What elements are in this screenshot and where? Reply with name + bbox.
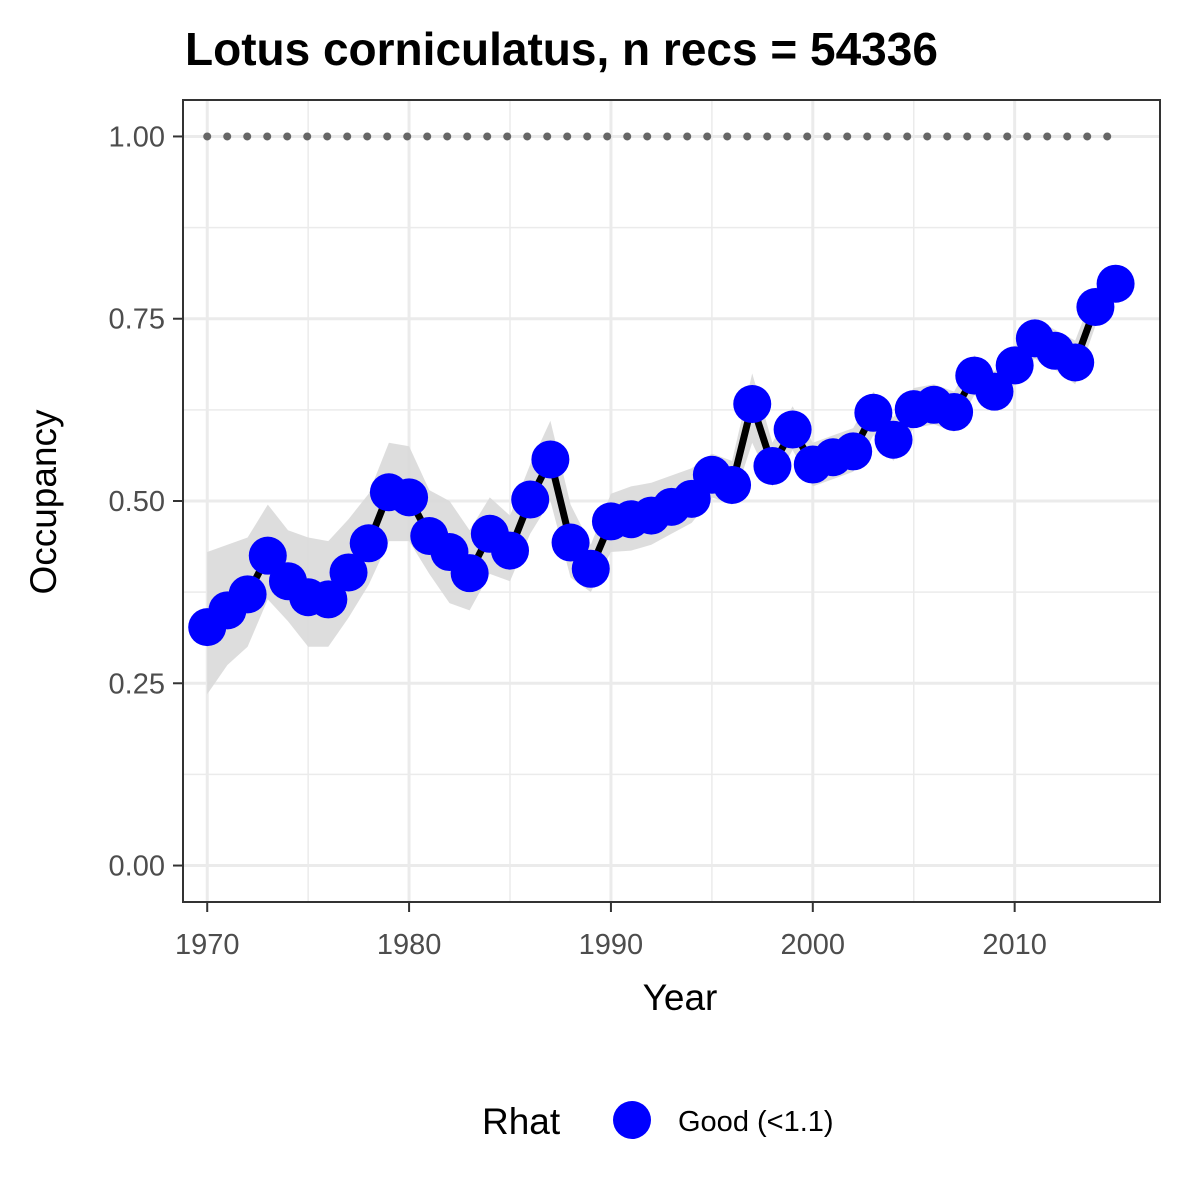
x-tick-label: 2010	[982, 929, 1047, 961]
data-point-1977	[329, 553, 368, 592]
x-axis-ticks: 1970 1980 1990 2000 2010	[175, 902, 1047, 961]
data-point-1997	[733, 385, 772, 424]
data-point-1988	[551, 523, 590, 562]
grid-layer	[183, 100, 1160, 902]
data-point-2007	[935, 393, 974, 432]
data-point-1978	[349, 524, 388, 563]
data-point-1973	[248, 536, 287, 575]
ribbon-layer	[207, 267, 1116, 695]
confidence-ribbon	[207, 267, 1116, 695]
x-tick-label: 2000	[781, 929, 846, 961]
y-tick-label: 0.25	[109, 668, 165, 700]
points-layer	[188, 264, 1135, 647]
y-tick-label: 1.00	[109, 121, 165, 153]
data-point-2003	[854, 393, 893, 432]
x-tick-label: 1980	[377, 929, 442, 961]
data-point-2002	[834, 432, 873, 471]
y-axis-title: Occupancy	[23, 409, 64, 595]
data-point-1985	[491, 531, 530, 570]
data-point-1996	[713, 465, 752, 504]
data-point-1998	[753, 447, 792, 486]
y-tick-label: 0.75	[109, 304, 165, 336]
chart-title: Lotus corniculatus, n recs = 54336	[185, 23, 938, 75]
data-point-1986	[511, 480, 550, 519]
legend-key-good	[613, 1101, 651, 1139]
data-point-1999	[773, 410, 812, 449]
data-point-2015	[1096, 264, 1135, 303]
data-point-2013	[1056, 343, 1095, 382]
data-point-1972	[228, 575, 267, 614]
x-axis-title: Year	[643, 977, 718, 1018]
data-point-1989	[571, 549, 610, 588]
data-point-2010	[995, 346, 1034, 385]
x-tick-label: 1970	[175, 929, 240, 961]
data-point-1987	[531, 440, 570, 479]
legend-label-good: Good (<1.1)	[678, 1106, 834, 1138]
data-point-1980	[390, 478, 429, 517]
y-tick-label: 0.00	[109, 851, 165, 883]
y-axis-ticks: 0.00 0.25 0.50 0.75 1.00	[109, 121, 183, 883]
data-point-1983	[450, 554, 489, 593]
x-tick-label: 1990	[579, 929, 644, 961]
data-point-1976	[309, 580, 348, 619]
legend-title: Rhat	[482, 1101, 561, 1142]
legend: Rhat Good (<1.1)	[482, 1101, 834, 1142]
y-tick-label: 0.50	[109, 486, 165, 518]
data-point-2009	[975, 372, 1014, 411]
data-point-2004	[874, 420, 913, 459]
